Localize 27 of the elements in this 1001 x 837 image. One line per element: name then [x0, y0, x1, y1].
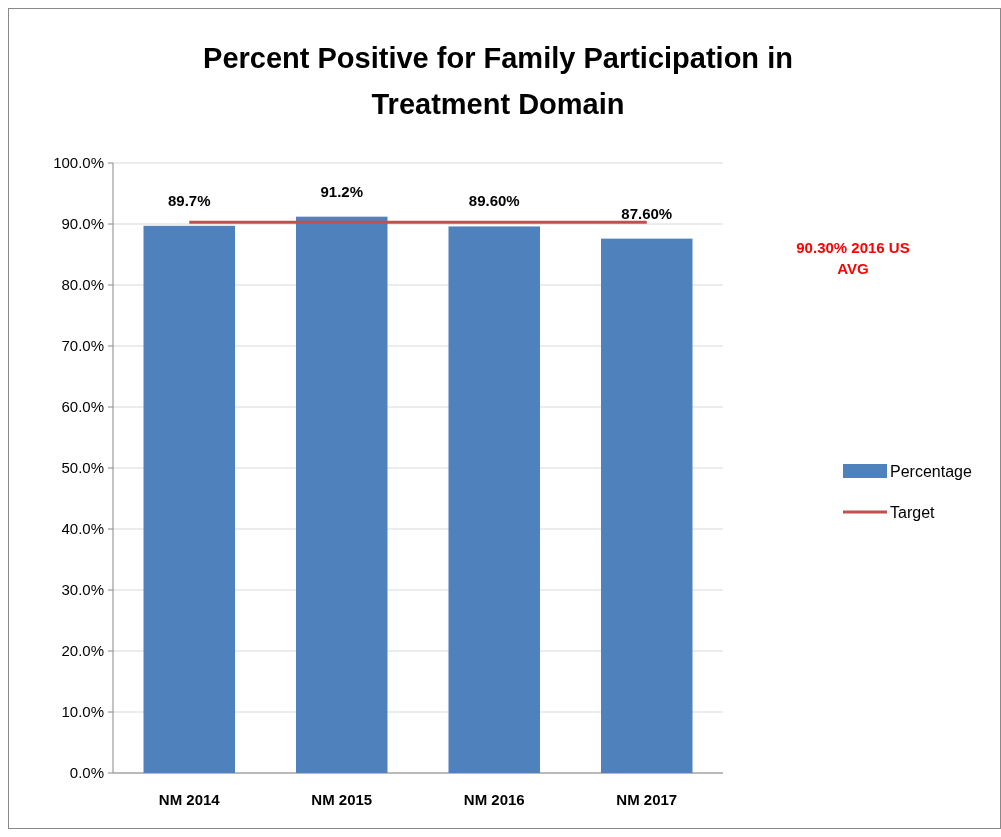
bar — [296, 216, 388, 773]
x-tick-label: NM 2016 — [463, 791, 525, 808]
y-tick-label: 60.0% — [61, 398, 104, 416]
data-label: 87.60% — [621, 204, 673, 222]
y-tick-label: 30.0% — [61, 581, 104, 599]
bar — [448, 226, 540, 773]
chart-title: Percent Positive for Family Participation in Treatment Domain — [203, 42, 793, 120]
data-label: 91.2% — [320, 182, 364, 200]
data-label: 89.60% — [468, 192, 520, 210]
y-tick-label: 100.0% — [53, 154, 104, 172]
text: 90.30% 2016 US AVG — [796, 239, 910, 277]
data-label: 89.7% — [167, 191, 211, 209]
y-tick-label: 40.0% — [61, 520, 104, 538]
legend-label: Target — [890, 503, 936, 521]
y-tick-label: 80.0% — [61, 276, 104, 294]
y-tick-label: 50.0% — [61, 459, 104, 477]
x-tick-label: NM 2017 — [616, 791, 678, 808]
x-tick-label: NM 2015 — [311, 791, 373, 808]
y-tick-label: 90.0% — [61, 215, 104, 233]
y-tick-label: 10.0% — [61, 703, 104, 721]
x-tick-label: NM 2014 — [158, 791, 221, 808]
legend-label: Percentage — [890, 462, 972, 480]
bar — [143, 225, 235, 773]
y-tick-label: 70.0% — [61, 337, 104, 355]
bar — [601, 238, 693, 773]
y-tick-label: 0.0% — [69, 764, 104, 782]
y-tick-label: 20.0% — [61, 642, 104, 660]
